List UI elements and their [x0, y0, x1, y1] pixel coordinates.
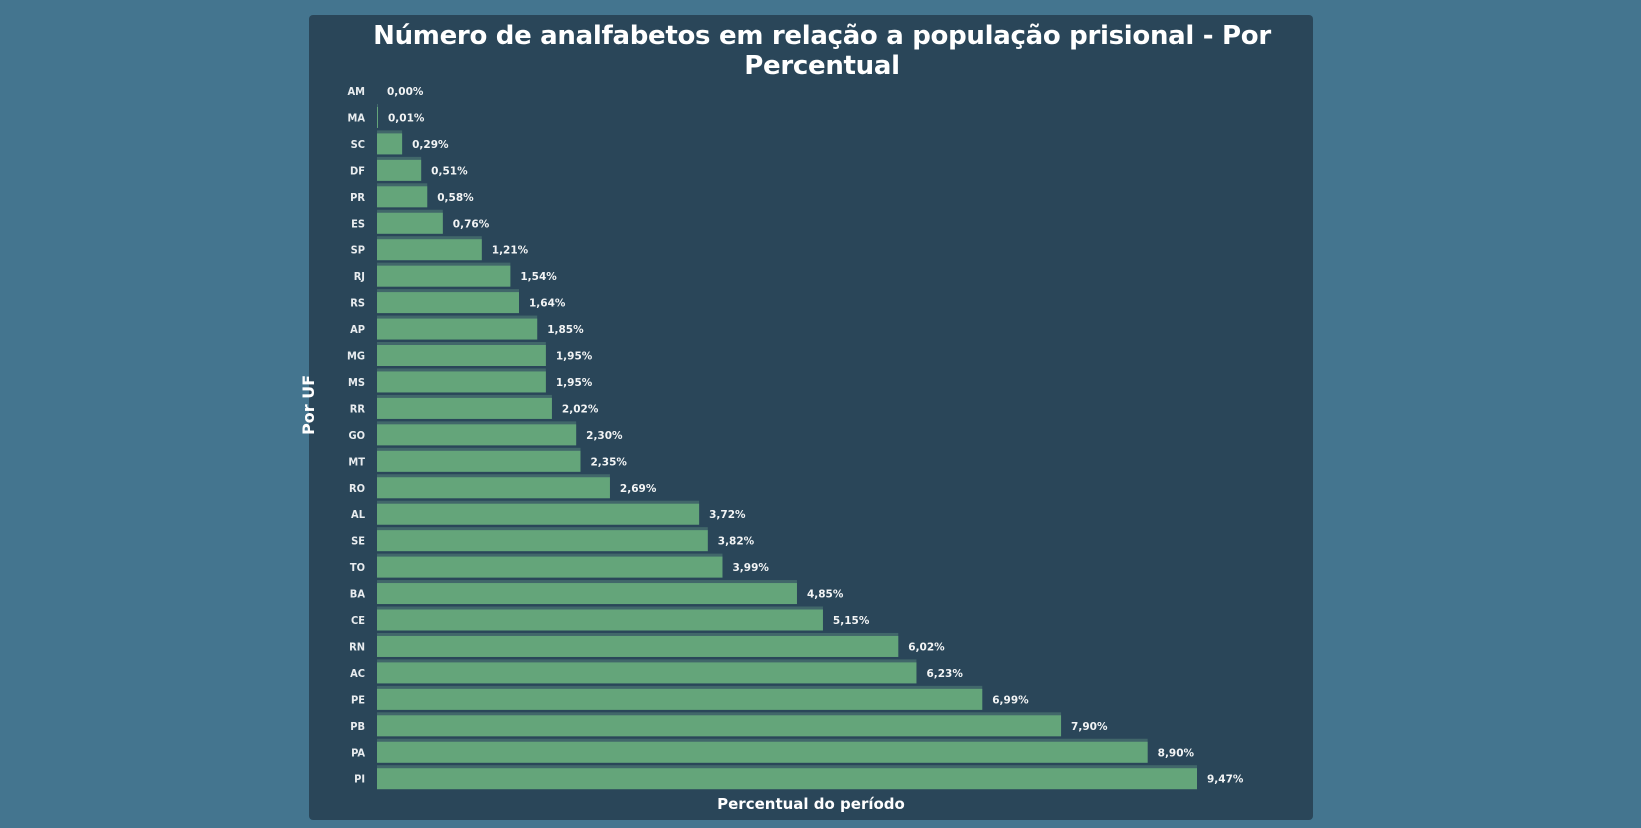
data-label: 0,76% — [453, 218, 490, 230]
category-label: MT — [348, 455, 365, 468]
bar-to[interactable] — [377, 556, 723, 578]
category-label: CE — [351, 614, 365, 627]
category-label: MG — [347, 350, 365, 363]
bar-sp[interactable] — [377, 239, 482, 261]
category-label: MS — [348, 376, 365, 389]
category-label: AM — [347, 85, 365, 98]
data-label: 2,69% — [620, 483, 657, 495]
category-label: PA — [351, 746, 365, 759]
category-label: PI — [354, 773, 365, 786]
bar-pe[interactable] — [377, 688, 983, 710]
bar-df[interactable] — [377, 159, 422, 181]
data-label: 1,85% — [547, 324, 584, 336]
bar-rj[interactable] — [377, 265, 511, 287]
category-label: RN — [349, 640, 365, 653]
bar-ms[interactable] — [377, 371, 546, 393]
bar-mt[interactable] — [377, 450, 581, 472]
category-label: MA — [347, 111, 365, 124]
data-label: 6,99% — [992, 694, 1029, 706]
bar-sc[interactable] — [377, 133, 403, 155]
data-label: 6,02% — [908, 641, 945, 653]
data-label: 0,29% — [412, 139, 449, 151]
data-label: 0,00% — [387, 86, 424, 98]
category-label: GO — [348, 429, 365, 442]
category-label: AC — [350, 667, 365, 680]
data-label: 5,15% — [833, 615, 870, 627]
data-label: 1,64% — [529, 298, 566, 310]
data-label: 6,23% — [926, 668, 963, 680]
data-label: 1,54% — [520, 271, 557, 283]
bar-rr[interactable] — [377, 397, 552, 419]
data-label: 1,95% — [556, 351, 593, 363]
category-label: AP — [350, 323, 365, 336]
data-label: 0,01% — [388, 112, 425, 124]
data-label: 1,95% — [556, 377, 593, 389]
category-label: BA — [350, 588, 366, 601]
bar-pa[interactable] — [377, 741, 1148, 763]
category-label: PR — [350, 191, 365, 204]
bar-ac[interactable] — [377, 662, 917, 684]
data-label: 2,35% — [590, 456, 627, 468]
bar-go[interactable] — [377, 424, 577, 446]
data-label: 9,47% — [1207, 774, 1244, 786]
category-label: TO — [350, 561, 365, 574]
data-label: 0,51% — [431, 165, 468, 177]
data-label: 1,21% — [492, 245, 529, 257]
bar-pr[interactable] — [377, 186, 428, 208]
bar-ma[interactable] — [377, 106, 378, 128]
category-label: RO — [349, 482, 365, 495]
bar-rs[interactable] — [377, 292, 520, 314]
bar-se[interactable] — [377, 530, 708, 552]
data-label: 3,72% — [709, 509, 746, 521]
data-label: 2,30% — [586, 430, 623, 442]
bar-mg[interactable] — [377, 345, 546, 366]
bar-rn[interactable] — [377, 635, 899, 657]
data-label: 2,02% — [562, 403, 599, 415]
category-label: SP — [351, 244, 365, 257]
bar-ap[interactable] — [377, 318, 538, 340]
category-label: PB — [350, 720, 365, 733]
bar-ce[interactable] — [377, 609, 823, 631]
bar-al[interactable] — [377, 503, 700, 525]
category-label: RR — [350, 402, 366, 415]
x-axis-title: Percentual do período — [717, 795, 905, 813]
category-label: DF — [350, 164, 365, 177]
category-label: PE — [351, 693, 365, 706]
bar-pb[interactable] — [377, 715, 1062, 737]
bar-pi[interactable] — [377, 768, 1197, 790]
bar-chart: AM 0,00% MA 0,01% SC 0,29% DF 0,51% PR 0,58% ES 0,7… — [347, 85, 1244, 790]
data-label: 3,99% — [732, 562, 769, 574]
category-label: AL — [351, 508, 366, 521]
category-label: SE — [351, 535, 365, 548]
category-label: ES — [351, 217, 365, 230]
category-label: RS — [350, 297, 365, 310]
chart-panel: Número de analfabetos em relação a popul… — [299, 15, 1313, 820]
category-label: SC — [351, 138, 365, 151]
category-label: RJ — [354, 270, 365, 283]
data-label: 0,58% — [437, 192, 474, 204]
chart-title: Número de analfabetos em relação a popul… — [373, 21, 1271, 81]
data-label: 8,90% — [1158, 747, 1195, 759]
bar-ba[interactable] — [377, 583, 797, 605]
bar-ro[interactable] — [377, 477, 610, 499]
data-label: 3,82% — [718, 536, 755, 548]
data-label: 4,85% — [807, 589, 844, 601]
bar-es[interactable] — [377, 212, 443, 234]
data-label: 7,90% — [1071, 721, 1108, 733]
